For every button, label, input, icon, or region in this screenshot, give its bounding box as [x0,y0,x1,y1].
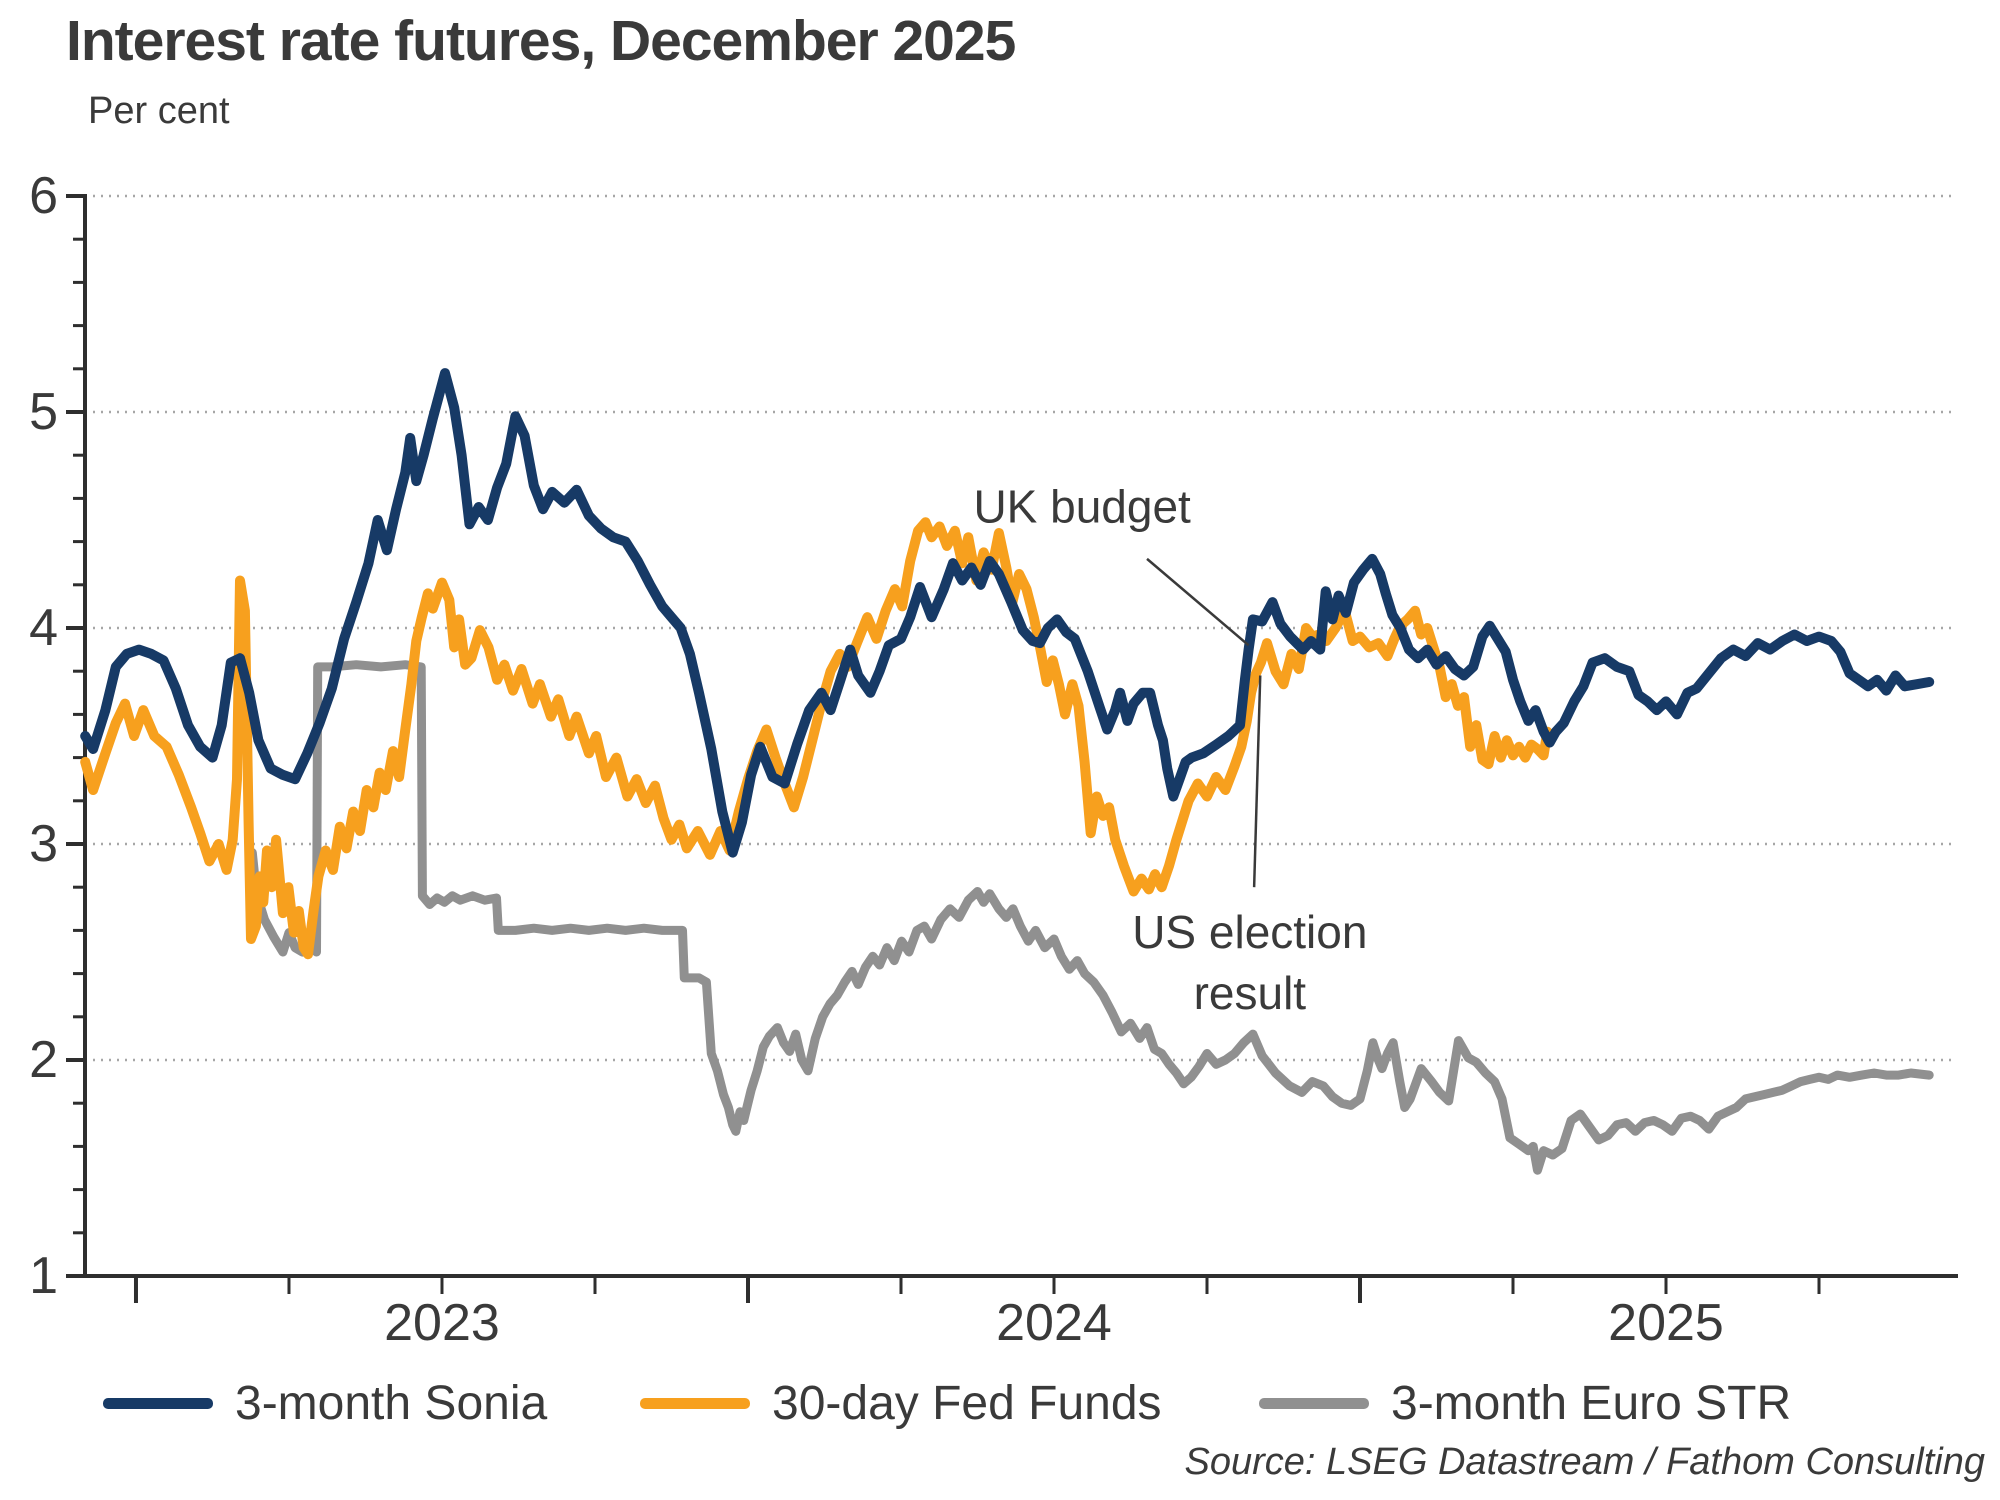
x-axis-label-2023: 2023 [384,1294,500,1352]
y-axis-label: 1 [29,1247,58,1305]
source-credit: Source: LSEG Datastream / Fathom Consult… [1184,1441,1985,1483]
annotation-us-election-line1: US election [1132,906,1368,959]
annotation-uk-budget-text: UK budget [973,480,1191,533]
annotation-uk-budget: UK budget [973,477,1190,538]
y-axis-label: 5 [29,383,58,441]
y-axis-label: 2 [29,1031,58,1089]
sonia-line-swatch [103,1397,213,1409]
annotation-leader-line-1 [1252,675,1262,888]
legend-label-sonia: 3-month Sonia [235,1376,548,1430]
legend: 3-month Sonia 30-day Fed Funds 3-month E… [0,1372,2000,1434]
series-line-3-month-sonia [80,368,1935,858]
legend-item-euro-str: 3-month Euro STR [1259,1372,1791,1434]
y-axis-unit-label: Per cent [88,90,230,132]
x-axis-label-2025: 2025 [1608,1294,1724,1352]
legend-label-euro-str: 3-month Euro STR [1391,1376,1792,1430]
y-axis-label: 6 [29,167,58,225]
x-axis-label-2024: 2024 [996,1294,1112,1352]
annotation-us-election-line2: result [1193,967,1307,1020]
euro-str-line-swatch [1259,1397,1369,1409]
y-axis-label: 4 [29,599,58,657]
annotation-us-election: US election result [1132,902,1367,1023]
chart-title: Interest rate futures, December 2025 [66,9,1016,73]
fed-funds-line-swatch [640,1397,750,1409]
annotation-leader-line-0 [1146,557,1250,647]
legend-label-fed-funds: 30-day Fed Funds [772,1376,1162,1430]
legend-item-sonia: 3-month Sonia [103,1372,547,1434]
y-axis-label: 3 [29,815,58,873]
series-line-3-month-euro-str [247,660,1934,1175]
legend-item-fed-funds: 30-day Fed Funds [640,1372,1162,1434]
